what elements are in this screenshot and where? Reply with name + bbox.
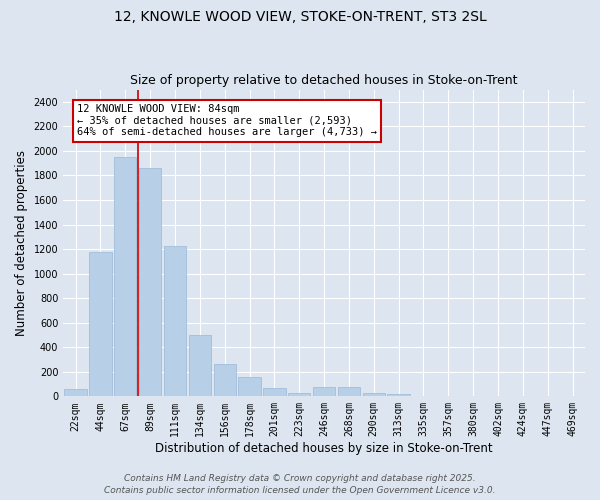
Title: Size of property relative to detached houses in Stoke-on-Trent: Size of property relative to detached ho…	[130, 74, 518, 87]
Bar	[64, 389, 87, 396]
Bar	[139, 168, 161, 396]
Bar	[114, 157, 136, 396]
Bar	[263, 388, 286, 396]
Text: Contains HM Land Registry data © Crown copyright and database right 2025.
Contai: Contains HM Land Registry data © Crown c…	[104, 474, 496, 495]
Bar	[188, 335, 211, 396]
Text: 12 KNOWLE WOOD VIEW: 84sqm
← 35% of detached houses are smaller (2,593)
64% of s: 12 KNOWLE WOOD VIEW: 84sqm ← 35% of deta…	[77, 104, 377, 138]
Y-axis label: Number of detached properties: Number of detached properties	[15, 150, 28, 336]
Bar	[214, 364, 236, 396]
Bar	[288, 392, 310, 396]
Bar	[238, 378, 261, 396]
Bar	[164, 246, 186, 396]
Bar	[338, 386, 360, 396]
Bar	[89, 252, 112, 396]
Text: 12, KNOWLE WOOD VIEW, STOKE-ON-TRENT, ST3 2SL: 12, KNOWLE WOOD VIEW, STOKE-ON-TRENT, ST…	[113, 10, 487, 24]
X-axis label: Distribution of detached houses by size in Stoke-on-Trent: Distribution of detached houses by size …	[155, 442, 493, 455]
Bar	[362, 392, 385, 396]
Bar	[313, 386, 335, 396]
Bar	[388, 394, 410, 396]
